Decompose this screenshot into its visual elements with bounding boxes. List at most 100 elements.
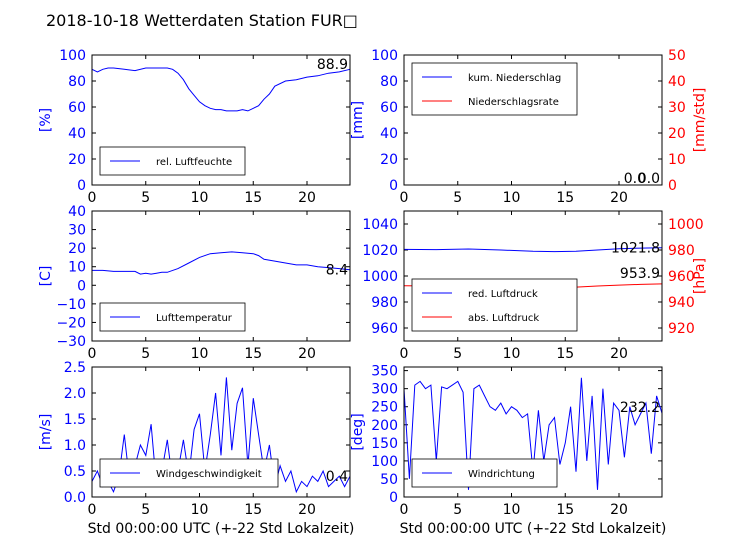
x-tick-label: 15 bbox=[556, 502, 574, 518]
y-tick-label: 20 bbox=[68, 152, 86, 168]
x-tick-label: 20 bbox=[298, 502, 316, 518]
x-tick-label: 15 bbox=[244, 190, 262, 206]
x-tick-label: 0 bbox=[88, 346, 97, 362]
subplot-2 bbox=[403, 54, 663, 186]
y-tick-label: 0 bbox=[389, 178, 398, 194]
x-tick-label: 0 bbox=[400, 502, 409, 518]
axes-frame bbox=[91, 210, 351, 342]
value-label-2: 953.9 bbox=[620, 266, 660, 282]
subplot-6 bbox=[403, 366, 663, 498]
x-tick-label: 15 bbox=[244, 346, 262, 362]
x-tick-label: 10 bbox=[503, 190, 521, 206]
y-axis-label: [C] bbox=[38, 266, 54, 287]
y-tick-label: 100 bbox=[371, 454, 398, 470]
series-line-1 bbox=[403, 247, 663, 253]
series-line-1 bbox=[91, 67, 351, 112]
y-tick-label: 980 bbox=[371, 295, 398, 311]
x-tick-label: 10 bbox=[191, 190, 209, 206]
y-tick-label: −20 bbox=[56, 315, 86, 331]
y-tick-label: 1.5 bbox=[64, 412, 86, 428]
y-tick-label: 1040 bbox=[362, 217, 398, 233]
y-tick-label: 2.5 bbox=[64, 360, 86, 376]
subplot-3 bbox=[91, 210, 351, 342]
x-tick-label: 0 bbox=[88, 190, 97, 206]
y-tick-label-right: 940 bbox=[668, 295, 695, 311]
legend-box bbox=[411, 62, 578, 116]
y-tick-label: 30 bbox=[68, 223, 86, 239]
x-tick-label: 20 bbox=[298, 346, 316, 362]
y-tick-label: 1.0 bbox=[64, 438, 86, 454]
y-axis-label: [mm] bbox=[350, 101, 366, 139]
axes-frame bbox=[403, 366, 663, 498]
x-tick-label: 0 bbox=[88, 502, 97, 518]
y-axis-label: [deg] bbox=[350, 413, 366, 450]
value-label: 0.4 bbox=[326, 469, 348, 485]
subplot-5 bbox=[91, 366, 351, 498]
y-tick-label: −30 bbox=[56, 334, 86, 350]
x-tick-label: 15 bbox=[556, 190, 574, 206]
value-label: 0.0 bbox=[638, 171, 660, 187]
legend-entry: rel. Luftfeuchte bbox=[156, 157, 232, 168]
y-tick-label: 960 bbox=[371, 321, 398, 337]
y-tick-label: 10 bbox=[68, 260, 86, 276]
legend-entry: Lufttemperatur bbox=[156, 313, 233, 324]
x-tick-label: 20 bbox=[610, 346, 628, 362]
y-tick-label-right: 50 bbox=[668, 48, 686, 64]
x-tick-label: 5 bbox=[141, 190, 150, 206]
y-axis-label-right: [hPa] bbox=[692, 258, 708, 294]
axes-frame bbox=[403, 54, 663, 186]
y-tick-label: 0 bbox=[77, 278, 86, 294]
y-tick-label-right: 960 bbox=[668, 269, 695, 285]
y-axis-label: [m/s] bbox=[38, 414, 54, 451]
y-tick-label: 20 bbox=[380, 152, 398, 168]
x-tick-label: 0 bbox=[400, 190, 409, 206]
y-tick-label: 20 bbox=[68, 241, 86, 257]
y-tick-label: 200 bbox=[371, 418, 398, 434]
y-tick-label-right: 10 bbox=[668, 152, 686, 168]
y-tick-label-right: 40 bbox=[668, 74, 686, 90]
x-axis-label-right: Std 00:00:00 UTC (+-22 Std Lokalzeit) bbox=[400, 521, 667, 537]
y-tick-label: 1020 bbox=[362, 243, 398, 259]
x-tick-label: 10 bbox=[503, 502, 521, 518]
value-label: 232.2 bbox=[620, 400, 660, 416]
y-tick-label: 40 bbox=[380, 126, 398, 142]
legend-box bbox=[411, 278, 578, 332]
x-tick-label: 20 bbox=[610, 502, 628, 518]
axes-frame bbox=[91, 366, 351, 498]
x-tick-label: 15 bbox=[244, 502, 262, 518]
subplot-4 bbox=[403, 210, 663, 342]
y-tick-label: 2.0 bbox=[64, 386, 86, 402]
y-tick-label: 0.0 bbox=[64, 490, 86, 506]
y-tick-label: 150 bbox=[371, 436, 398, 452]
x-tick-label: 20 bbox=[610, 190, 628, 206]
x-tick-label: 10 bbox=[191, 346, 209, 362]
legend-entry: kum. Niederschlag bbox=[468, 73, 561, 84]
y-tick-label-right: 20 bbox=[668, 126, 686, 142]
y-tick-label: 250 bbox=[371, 400, 398, 416]
x-tick-label: 5 bbox=[453, 190, 462, 206]
y-tick-label: 0 bbox=[77, 178, 86, 194]
x-tick-label: 15 bbox=[556, 346, 574, 362]
y-tick-label: 80 bbox=[380, 74, 398, 90]
y-tick-label-right: 1000 bbox=[668, 217, 704, 233]
y-axis-label: [%] bbox=[38, 108, 54, 132]
y-tick-label: 1000 bbox=[362, 269, 398, 285]
y-tick-label: 40 bbox=[68, 126, 86, 142]
y-tick-label: 60 bbox=[380, 100, 398, 116]
y-tick-label-right: 0 bbox=[668, 178, 677, 194]
value-label: 88.9 bbox=[317, 57, 348, 73]
y-tick-label-right: 30 bbox=[668, 100, 686, 116]
x-axis-label-left: Std 00:00:00 UTC (+-22 Std Lokalzeit) bbox=[88, 521, 355, 537]
x-tick-label: 10 bbox=[503, 346, 521, 362]
legend-entry: Niederschlagsrate bbox=[468, 97, 559, 108]
y-tick-label-right: 920 bbox=[668, 321, 695, 337]
subplot-1 bbox=[91, 54, 351, 186]
legend-entry: Windgeschwindigkeit bbox=[156, 469, 262, 480]
y-tick-label: 60 bbox=[68, 100, 86, 116]
y-tick-label: 0.5 bbox=[64, 464, 86, 480]
y-tick-label: 0 bbox=[389, 490, 398, 506]
y-tick-label: 40 bbox=[68, 204, 86, 220]
y-tick-label-right: 980 bbox=[668, 243, 695, 259]
y-tick-label: 50 bbox=[380, 472, 398, 488]
